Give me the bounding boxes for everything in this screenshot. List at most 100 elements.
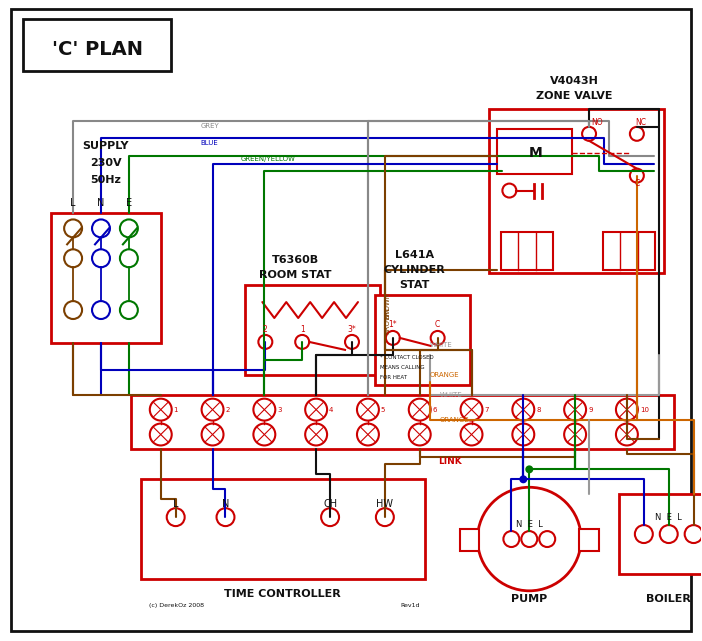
Circle shape — [477, 487, 581, 591]
Text: N: N — [222, 499, 229, 509]
Bar — [375, 295, 470, 385]
Text: L: L — [70, 197, 76, 208]
Text: 1*: 1* — [388, 320, 397, 329]
Bar — [246, 285, 380, 375]
Text: BOILER: BOILER — [647, 594, 691, 604]
Text: 4: 4 — [329, 406, 333, 413]
Circle shape — [357, 399, 379, 420]
Bar — [51, 213, 161, 343]
Text: 7: 7 — [484, 406, 489, 413]
Circle shape — [409, 399, 431, 420]
Circle shape — [258, 335, 272, 349]
Text: Rev1d: Rev1d — [400, 603, 420, 608]
Text: PUMP: PUMP — [511, 594, 548, 604]
Circle shape — [201, 424, 223, 445]
Circle shape — [522, 531, 537, 547]
Circle shape — [582, 127, 596, 141]
Text: 5: 5 — [381, 406, 385, 413]
Text: STAT: STAT — [399, 280, 430, 290]
Circle shape — [376, 508, 394, 526]
Text: BROWN: BROWN — [385, 306, 391, 333]
Circle shape — [253, 424, 275, 445]
Circle shape — [635, 525, 653, 543]
Circle shape — [357, 424, 379, 445]
Text: 10: 10 — [640, 406, 649, 413]
Text: C: C — [635, 179, 640, 188]
Circle shape — [564, 424, 586, 445]
Circle shape — [431, 331, 444, 345]
Text: WHITE: WHITE — [430, 342, 452, 348]
Circle shape — [512, 424, 534, 445]
Circle shape — [120, 219, 138, 237]
Circle shape — [253, 399, 275, 420]
Circle shape — [167, 508, 185, 526]
Text: V4043H: V4043H — [550, 76, 599, 86]
Circle shape — [461, 424, 482, 445]
Text: 2: 2 — [225, 406, 230, 413]
Text: WHITE: WHITE — [439, 392, 463, 397]
Text: * CONTACT CLOSED: * CONTACT CLOSED — [380, 355, 434, 360]
Circle shape — [660, 525, 677, 543]
Circle shape — [386, 331, 400, 345]
Text: ZONE VALVE: ZONE VALVE — [536, 91, 612, 101]
Circle shape — [150, 424, 172, 445]
Circle shape — [216, 508, 234, 526]
Circle shape — [64, 301, 82, 319]
Text: 8: 8 — [536, 406, 541, 413]
Text: ROOM STAT: ROOM STAT — [259, 271, 331, 280]
Circle shape — [64, 249, 82, 267]
Text: M: M — [529, 146, 542, 160]
Text: NC: NC — [635, 119, 646, 128]
Text: N  E  L: N E L — [516, 520, 543, 529]
Text: N: N — [98, 197, 105, 208]
Circle shape — [120, 249, 138, 267]
Text: TIME CONTROLLER: TIME CONTROLLER — [224, 589, 340, 599]
Bar — [141, 479, 425, 579]
Circle shape — [503, 183, 517, 197]
Circle shape — [616, 424, 638, 445]
Text: 3*: 3* — [347, 326, 357, 335]
Bar — [603, 233, 655, 271]
Circle shape — [201, 399, 223, 420]
Bar — [489, 109, 664, 273]
Circle shape — [150, 399, 172, 420]
Circle shape — [92, 301, 110, 319]
Text: CH: CH — [323, 499, 337, 509]
Text: T6360B: T6360B — [272, 255, 319, 265]
Circle shape — [539, 531, 555, 547]
Text: FOR HEAT: FOR HEAT — [380, 375, 407, 380]
Text: 1: 1 — [173, 406, 178, 413]
Circle shape — [630, 127, 644, 141]
Circle shape — [564, 399, 586, 420]
Circle shape — [92, 219, 110, 237]
Circle shape — [503, 531, 519, 547]
Bar — [501, 233, 553, 271]
Text: 230V: 230V — [90, 158, 121, 168]
Text: GREY: GREY — [201, 123, 219, 129]
Circle shape — [305, 424, 327, 445]
Circle shape — [525, 465, 534, 473]
Text: 2: 2 — [263, 326, 267, 335]
Bar — [579, 529, 599, 551]
Text: CYLINDER: CYLINDER — [384, 265, 446, 275]
Text: L: L — [173, 499, 178, 509]
Circle shape — [616, 399, 638, 420]
Circle shape — [296, 335, 309, 349]
Text: GREEN/YELLOW: GREEN/YELLOW — [241, 156, 296, 162]
Text: BROWN: BROWN — [385, 292, 391, 319]
Circle shape — [345, 335, 359, 349]
Text: ORANGE: ORANGE — [430, 372, 459, 378]
Circle shape — [64, 219, 82, 237]
Circle shape — [461, 399, 482, 420]
Circle shape — [305, 399, 327, 420]
Text: N  E  L: N E L — [656, 513, 682, 522]
Text: C: C — [435, 320, 440, 329]
Bar — [23, 19, 171, 71]
Text: L641A: L641A — [395, 250, 435, 260]
Text: SUPPLY: SUPPLY — [83, 141, 129, 151]
Text: BLUE: BLUE — [201, 140, 218, 146]
Bar — [498, 129, 572, 174]
Circle shape — [512, 399, 534, 420]
Text: 9: 9 — [588, 406, 592, 413]
Text: E: E — [126, 197, 132, 208]
